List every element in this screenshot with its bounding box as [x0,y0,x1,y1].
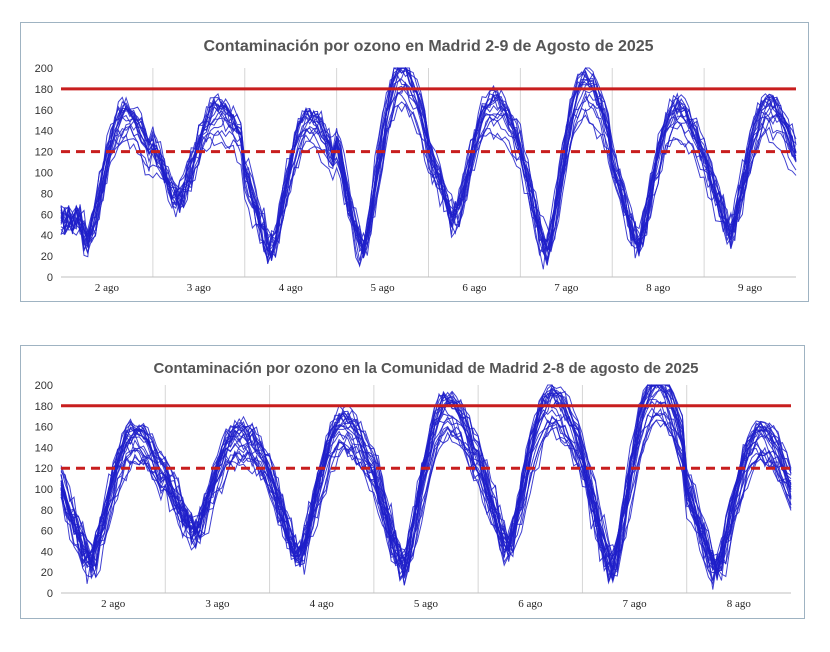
y-tick-label: 60 [41,526,53,538]
series-group [60,66,797,270]
station-series-line [60,407,792,582]
x-category-label: 3 ago [205,598,230,610]
x-category-label: 3 ago [187,282,212,294]
y-tick-label: 0 [47,272,53,284]
y-tick-label: 100 [35,168,53,180]
station-series-line [60,384,792,581]
chart-madrid-svg: Contaminación por ozono en Madrid 2-9 de… [35,38,797,294]
y-tick-label: 120 [35,147,53,159]
y-tick-label: 160 [35,105,53,117]
chart-title: Contaminación por ozono en la Comunidad … [153,360,698,377]
y-tick-label: 140 [35,126,53,138]
y-tick-label: 20 [41,251,53,263]
y-tick-label: 0 [47,588,53,600]
station-series-line [60,67,797,261]
x-category-label: 9 ago [738,282,763,294]
y-tick-label: 180 [35,84,53,96]
x-category-label: 6 ago [518,598,543,610]
x-category-label: 8 ago [646,282,671,294]
x-category-label: 5 ago [414,598,439,610]
x-category-label: 2 ago [101,598,126,610]
y-tick-label: 80 [41,188,53,200]
y-tick-label: 120 [35,463,53,475]
x-category-label: 4 ago [310,598,335,610]
station-series-line [60,74,797,261]
station-series-line [60,78,797,261]
x-category-label: 6 ago [462,282,487,294]
y-tick-label: 160 [35,422,53,434]
x-category-label: 2 ago [95,282,120,294]
station-series-line [60,67,797,262]
x-category-label: 8 ago [727,598,752,610]
series-group [60,384,792,590]
y-tick-label: 60 [41,209,53,221]
y-tick-label: 40 [41,230,53,242]
station-series-line [60,101,797,264]
y-tick-label: 40 [41,546,53,558]
chart-madrid-panel: Contaminación por ozono en Madrid 2-9 de… [20,22,809,302]
x-category-label: 5 ago [370,282,395,294]
station-series-line [60,384,792,582]
chart-title: Contaminación por ozono en Madrid 2-9 de… [203,38,653,55]
y-tick-label: 140 [35,442,53,454]
y-tick-label: 80 [41,505,53,517]
y-tick-label: 200 [35,380,53,392]
x-category-label: 4 ago [279,282,304,294]
chart-comunidad-panel: Contaminación por ozono en la Comunidad … [20,345,805,619]
chart-comunidad-svg: Contaminación por ozono en la Comunidad … [35,360,792,610]
y-tick-label: 180 [35,401,53,413]
y-tick-label: 100 [35,484,53,496]
x-category-label: 7 ago [554,282,579,294]
station-series-line [60,398,792,586]
y-tick-label: 200 [35,63,53,75]
x-category-label: 7 ago [623,598,648,610]
y-tick-label: 20 [41,567,53,579]
